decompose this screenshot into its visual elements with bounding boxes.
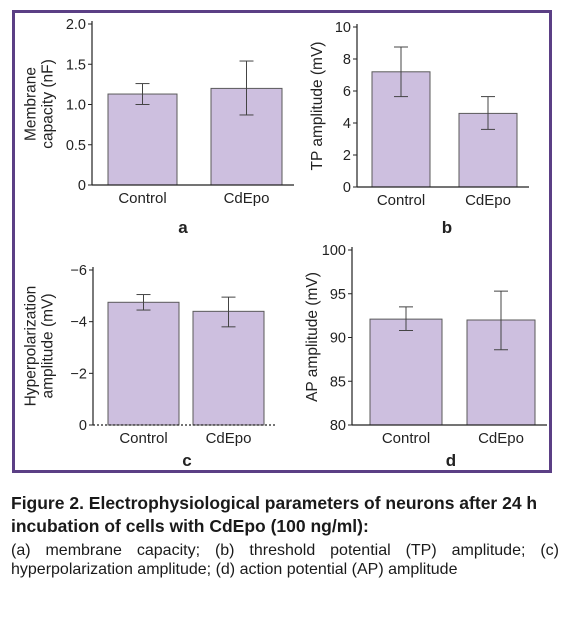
panel-c-category-label: Control [119, 430, 167, 447]
caption-body: (a) membrane capacity; (b) threshold pot… [11, 542, 559, 578]
panel-c-y-tick-label: 0 [79, 418, 87, 434]
panel-c-y-tick-label: −4 [70, 315, 87, 331]
panel-d-y-tick-label: 85 [330, 374, 346, 390]
panel-a-bar-control [107, 93, 178, 186]
panel-c-category-label: CdEpo [206, 430, 252, 447]
panel-a-y-tick-label: 2.0 [66, 17, 86, 33]
panel-a-category-label: Control [118, 190, 166, 207]
panel-c-y-tick-label: −6 [70, 263, 87, 279]
charts-canvas: Control CdEpo 0 0.5 1.0 1.5 2.0 Membrane capacit… [23, 17, 547, 470]
caption-title: Figure 2. Electrophysiological parameter… [11, 493, 538, 536]
panel-d-bar-control [369, 318, 443, 426]
panel-c-bar-control [107, 301, 180, 426]
panel-b-y-tick-label: 8 [343, 52, 351, 68]
panel-a-y-tick-label: 1.5 [66, 57, 86, 73]
panel-b-y-tick-label: 0 [343, 180, 351, 196]
panel-c-y-axis-label: amplitude (mV) [40, 293, 57, 398]
panel-b-y-axis-label: TP amplitude (mV) [309, 42, 326, 171]
panel-a-label: a [178, 218, 188, 237]
panel-b-y-tick-label: 10 [335, 20, 351, 36]
panel-b-y-tick-label: 4 [343, 116, 351, 132]
panel-b-category-label: CdEpo [465, 192, 511, 209]
panel-d-y-axis-label: AP amplitude (mV) [304, 272, 321, 402]
panel-a-y-axis-label: capacity (nF) [40, 59, 57, 149]
panel-a-category-label: CdEpo [224, 190, 270, 207]
panel-a-y-tick-label: 0.5 [66, 138, 86, 154]
panel-a-y-tick-label: 1.0 [66, 98, 86, 114]
panel-d-label: d [446, 451, 456, 470]
panel-b-y-tick-label: 6 [343, 84, 351, 100]
panel-b-y-tick-label: 2 [343, 148, 351, 164]
panel-b-label: b [442, 218, 452, 237]
panel-d-category-label: CdEpo [478, 430, 524, 447]
figure-frame [12, 10, 552, 473]
panel-b-category-label: Control [377, 192, 425, 209]
panel-a-y-tick-label: 0 [78, 178, 86, 194]
panel-d-y-tick-label: 95 [330, 287, 346, 303]
panel-a-y-axis-label: Membrane [23, 67, 40, 141]
panel-d-y-tick-label: 90 [330, 331, 346, 347]
panel-c-label: c [182, 451, 191, 470]
panel-d-y-tick-label: 100 [322, 243, 346, 259]
panel-d-y-tick-label: 80 [330, 418, 346, 434]
panel-c-y-tick-label: −2 [70, 366, 87, 382]
panel-c-y-axis-label: Hyperpolarization [23, 286, 40, 407]
figure-caption: Figure 2. Electrophysiological parameter… [11, 492, 559, 579]
panel-d-category-label: Control [382, 430, 430, 447]
panel-c-bar-cdepo [192, 310, 265, 426]
